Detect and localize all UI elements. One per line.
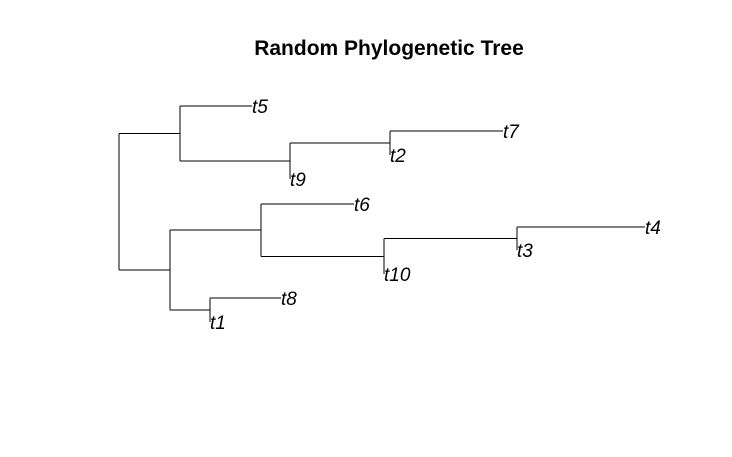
tip-label-t9: t9 <box>290 170 306 191</box>
tip-label-t5: t5 <box>252 97 268 118</box>
tip-label-t3: t3 <box>517 241 533 262</box>
tree-title: Random Phylogenetic Tree <box>254 37 524 60</box>
tip-label-t8: t8 <box>281 289 297 310</box>
tip-label-t2: t2 <box>390 146 406 167</box>
tip-label-t1: t1 <box>210 313 226 334</box>
tip-label-t6: t6 <box>354 195 370 216</box>
tip-label-t4: t4 <box>645 218 661 239</box>
tip-label-t7: t7 <box>503 122 520 143</box>
tip-label-t10: t10 <box>384 265 411 286</box>
